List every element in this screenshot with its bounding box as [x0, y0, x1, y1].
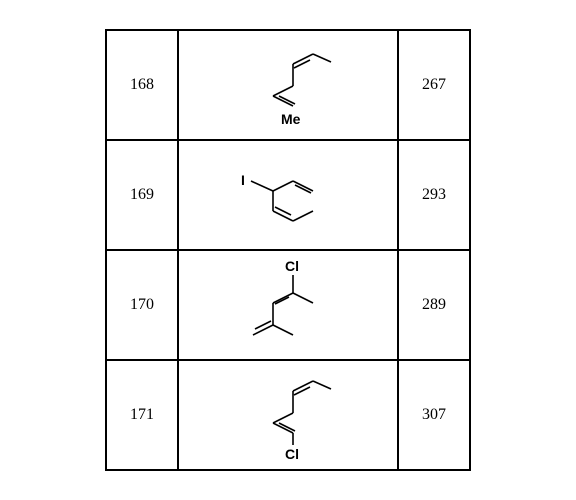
table-row: 171 Cl 307: [106, 360, 470, 470]
compound-table: 168 Me 267: [105, 29, 471, 471]
row-value: 267: [398, 30, 470, 140]
structure-cell: I: [178, 140, 398, 250]
chemical-structure: Me: [179, 38, 397, 133]
row-id: 168: [106, 30, 178, 140]
chemical-structure: Cl: [179, 365, 397, 465]
substituent-label: Cl: [285, 258, 299, 274]
substituent-label: Cl: [285, 446, 299, 462]
structure-cell: Me: [178, 30, 398, 140]
chemical-structure: Cl: [179, 255, 397, 355]
structure-cell: Cl: [178, 250, 398, 360]
row-value: 293: [398, 140, 470, 250]
chemical-structure: I: [179, 155, 397, 235]
row-id: 170: [106, 250, 178, 360]
table-row: 169 I 293: [106, 140, 470, 250]
row-id: 169: [106, 140, 178, 250]
row-value: 307: [398, 360, 470, 470]
row-id: 171: [106, 360, 178, 470]
table-row: 170 Cl 289: [106, 250, 470, 360]
substituent-label: I: [241, 172, 245, 188]
row-value: 289: [398, 250, 470, 360]
structure-cell: Cl: [178, 360, 398, 470]
substituent-label: Me: [281, 111, 301, 127]
table-row: 168 Me 267: [106, 30, 470, 140]
